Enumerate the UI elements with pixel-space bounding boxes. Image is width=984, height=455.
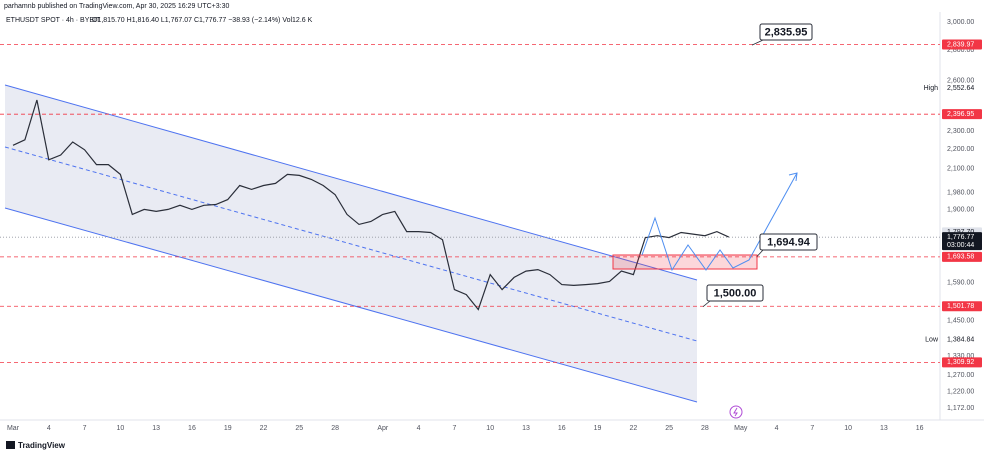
x-tick-label: 10 <box>486 425 494 432</box>
price-tag <box>942 251 982 262</box>
y-tick-label: 1,980.00 <box>947 190 974 197</box>
x-tick-label: 25 <box>295 425 303 432</box>
x-tick-label: 10 <box>844 425 852 432</box>
price-tag <box>942 357 982 368</box>
y-tick-label: 2,300.00 <box>947 128 974 135</box>
callout-label: 2,835.95 <box>765 26 808 38</box>
x-tick-label: 16 <box>188 425 196 432</box>
event-bolt <box>733 407 738 417</box>
x-tick-label: 16 <box>558 425 566 432</box>
price-tag-label: 1,501.78 <box>947 303 974 310</box>
y-tick-label: 1,330.00 <box>947 353 974 360</box>
price-tag <box>942 301 982 312</box>
y-tick-label: 2,200.00 <box>947 146 974 153</box>
extreme-value: 1,384.84 <box>947 336 974 343</box>
y-tick-label: 2,100.00 <box>947 165 974 172</box>
x-tick-label: 28 <box>701 425 709 432</box>
x-tick-label: 25 <box>665 425 673 432</box>
y-tick-label: 1,900.00 <box>947 206 974 213</box>
x-tick-label: 10 <box>116 425 124 432</box>
x-tick-label: 7 <box>83 425 87 432</box>
x-tick-label: 13 <box>880 425 888 432</box>
countdown: 03:00:44 <box>947 242 974 249</box>
price-tag <box>942 39 982 50</box>
channel-upper <box>4 84 698 281</box>
price-tag-label: 2,839.97 <box>947 41 974 48</box>
projection-arrow <box>788 172 798 182</box>
x-tick-label: 22 <box>629 425 637 432</box>
price-tag <box>942 232 982 251</box>
callout-box <box>759 23 813 41</box>
price-tag-label: 2,396.95 <box>947 111 974 118</box>
x-tick-label: Mar <box>7 425 20 432</box>
price-tag <box>942 109 982 120</box>
x-tick-label: 28 <box>331 425 339 432</box>
projection <box>641 172 798 272</box>
y-tick-label: 1,220.00 <box>947 388 974 395</box>
x-tick-label: 4 <box>47 425 51 432</box>
logo <box>6 441 15 449</box>
x-tick-label: 7 <box>810 425 814 432</box>
callout-label: 1,500.00 <box>714 287 757 299</box>
x-tick-label: 13 <box>522 425 530 432</box>
extreme-tag: Low <box>925 336 939 343</box>
x-tick-label: 4 <box>417 425 421 432</box>
x-tick-label: 7 <box>452 425 456 432</box>
callout-leader <box>751 39 764 46</box>
x-tick-label: 19 <box>224 425 232 432</box>
x-tick-label: 4 <box>775 425 779 432</box>
y-tick-label: 1,450.00 <box>947 317 974 324</box>
price-line <box>12 99 730 311</box>
y-tick-label: 3,000.00 <box>947 19 974 26</box>
y-tick-label: 2,600.00 <box>947 78 974 85</box>
x-tick-label: 16 <box>916 425 924 432</box>
price-tag-label: 1,693.58 <box>947 254 974 261</box>
symbol: ETHUSDT SPOT · 4h · BYBIT <box>6 17 101 24</box>
publisher: parhamnb published on TradingView.com, A… <box>4 3 229 10</box>
callout-box <box>706 284 764 302</box>
callout-box <box>759 233 818 251</box>
plot <box>0 44 940 363</box>
event-icon <box>729 405 743 419</box>
x-tick-label: 13 <box>152 425 160 432</box>
price-tag-label: 1,309.92 <box>947 359 974 366</box>
channel-lower <box>4 207 698 403</box>
y-tick-label: 1,590.00 <box>947 280 974 287</box>
callout-label: 1,694.94 <box>767 236 811 248</box>
brand: TradingView <box>18 441 66 450</box>
x-tick-label: 22 <box>260 425 268 432</box>
price-tag-label: 1,776.77 <box>947 234 974 241</box>
channel-mid <box>4 146 698 342</box>
extreme-tag: High <box>924 85 939 92</box>
ohlc: O1,815.70 H1,816.40 L1,767.07 C1,776.77 … <box>92 17 313 24</box>
x-tick-label: May <box>734 425 748 432</box>
x-tick-label: 19 <box>594 425 602 432</box>
callout-leader <box>702 300 711 308</box>
y-tick-label: 1,172.00 <box>947 405 974 412</box>
extreme-value: 2,552.64 <box>947 85 974 92</box>
callout-leader <box>756 249 764 257</box>
x-tick-label: Apr <box>377 425 389 432</box>
y-tick-label: 1,270.00 <box>947 372 974 379</box>
y-tick-label: 2,800.00 <box>947 47 974 54</box>
zone-box <box>612 254 758 270</box>
